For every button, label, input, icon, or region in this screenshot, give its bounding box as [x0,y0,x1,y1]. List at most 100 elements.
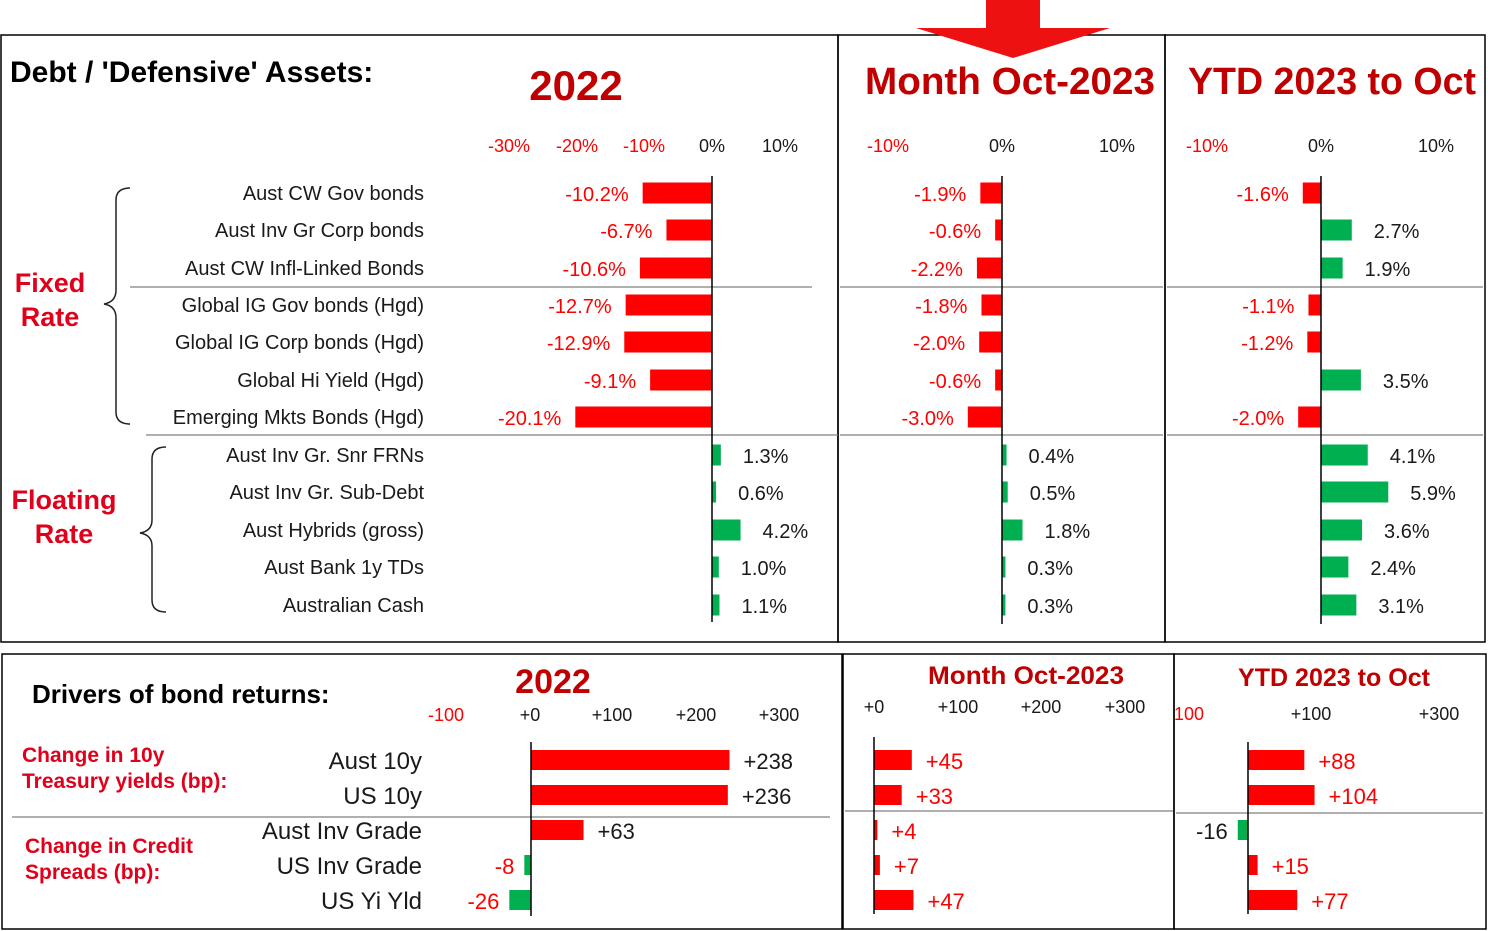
data-label: -1.1% [1242,296,1294,318]
bar [650,369,712,391]
driver-label: US 10y [343,783,422,810]
driver-label: US Inv Grade [277,853,422,880]
bar [639,257,712,279]
x-tick-label: +0 [520,705,541,725]
bar [1298,406,1321,428]
bar [712,481,717,503]
bar [1248,785,1315,805]
data-label: -8 [495,854,515,879]
bar [1321,219,1352,241]
data-label: 0.5% [1030,483,1076,505]
bar [575,406,712,428]
drivers-title-ytd: YTD 2023 to Oct [1238,664,1431,692]
floating-rate-brace [139,446,167,613]
category-label: Global IG Gov bonds (Hgd) [182,295,424,317]
bar [666,219,712,241]
x-tick-label: -10% [623,136,665,156]
bar [1321,594,1357,616]
data-label: -10.2% [565,184,629,206]
bar [874,750,912,770]
category-label: Aust CW Infl-Linked Bonds [185,258,424,280]
data-label: -1.9% [914,184,966,206]
data-label: 0.6% [738,483,784,505]
bar [712,594,720,616]
data-label: 1.3% [743,446,789,468]
data-label: 0.3% [1027,558,1073,580]
bar [995,369,1002,391]
bar [1321,257,1343,279]
x-tick-label: +200 [676,705,717,725]
data-label: 0.4% [1029,446,1075,468]
x-tick-label: +100 [592,705,633,725]
category-label: Global IG Corp bonds (Hgd) [175,332,424,354]
data-label: +45 [926,749,963,774]
bar [712,556,719,578]
drivers-title-2022: 2022 [515,663,591,701]
bar [642,182,712,204]
data-label: +238 [743,749,793,774]
x-tick-label: -20% [556,136,598,156]
category-label: Global Hi Yield (Hgd) [237,370,424,392]
bar [1321,444,1368,466]
data-label: +236 [742,784,792,809]
category-label: Emerging Mkts Bonds (Hgd) [173,407,424,429]
data-label: +77 [1311,889,1348,914]
top-title: Debt / 'Defensive' Assets: [10,56,373,89]
bar [1248,890,1298,910]
group-label-fixed-line2: Rate [21,302,80,332]
data-label: -2.0% [1232,408,1284,430]
panel-top-right-frame [1164,34,1486,643]
bar [995,219,1002,241]
x-tick-label: +300 [759,705,800,725]
bar [980,182,1002,204]
x-tick-label: 0% [1308,136,1334,156]
data-label: 1.1% [741,596,787,618]
category-label: Aust Bank 1y TDs [264,557,424,579]
group-label-floating-line2: Rate [35,519,94,549]
bar [874,890,914,910]
x-tick-label: 0% [699,136,725,156]
bar [1321,519,1363,541]
bar [509,890,531,910]
data-label: 2.7% [1374,221,1420,243]
bar [1002,481,1008,503]
bar [874,820,878,840]
data-label: -20.1% [498,408,562,430]
bar [976,257,1002,279]
data-label: -1.2% [1241,333,1293,355]
bar [981,294,1002,316]
group-label-treasury-line1: Change in 10y [22,744,165,767]
data-label: -16 [1196,819,1228,844]
x-tick-label: +300 [1419,704,1460,724]
bar [1002,556,1006,578]
group-label-spreads-line2: Spreads (bp): [25,861,160,884]
data-label: 2.4% [1370,558,1416,580]
x-tick-label: 10% [1418,136,1454,156]
bar [1002,594,1006,616]
bar [624,331,712,353]
category-label: Aust Inv Gr. Sub-Debt [229,482,424,504]
category-label: Australian Cash [283,595,424,617]
data-label: 1.0% [741,558,787,580]
category-label: Aust CW Gov bonds [243,183,424,205]
bar [531,820,584,840]
data-label: -6.7% [600,221,652,243]
category-label: Aust Inv Gr Corp bonds [215,220,424,242]
data-label: -1.8% [915,296,967,318]
data-label: 0.3% [1027,596,1073,618]
bar [874,785,902,805]
data-label: 3.6% [1384,521,1430,543]
data-label: -2.2% [911,259,963,281]
bar [531,750,730,770]
driver-label: Aust Inv Grade [262,818,422,845]
bottom-title: Drivers of bond returns: [32,679,330,709]
bar [979,331,1002,353]
bar [967,406,1002,428]
chart-title-month: Month Oct-2023 [865,61,1155,103]
bar [1321,556,1349,578]
group-label-floating-line1: Floating [12,485,117,515]
data-label: -0.6% [929,221,981,243]
panel-bottom-right-frame [1173,653,1487,930]
data-label: -1.6% [1237,184,1289,206]
data-label: +104 [1329,784,1379,809]
